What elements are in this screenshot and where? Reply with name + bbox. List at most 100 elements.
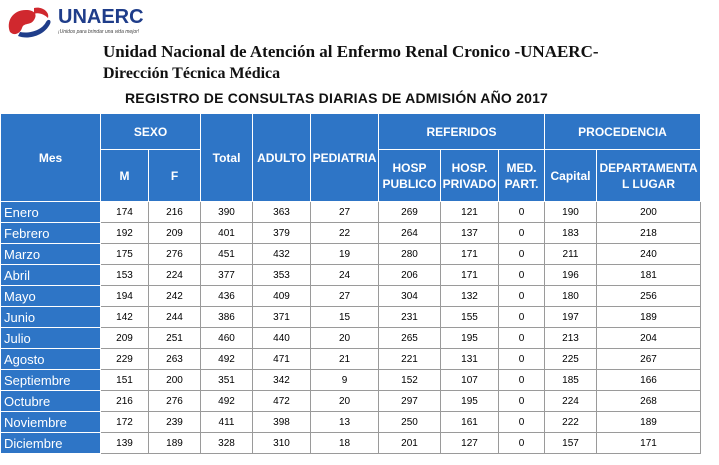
cell-pediatria: 24 — [310, 264, 380, 286]
cell-med-part: 0 — [498, 432, 546, 454]
header-f: F — [147, 149, 202, 202]
cell-m: 229 — [100, 348, 149, 370]
table-row: Febrero 192 209 401 379 22 264 137 0 183… — [0, 222, 702, 244]
cell-pediatria: 13 — [310, 411, 380, 433]
cell-f: 276 — [147, 390, 202, 412]
cell-hosp-publico: 264 — [378, 222, 442, 244]
cell-adulto: 371 — [252, 306, 312, 328]
cell-med-part: 0 — [498, 306, 546, 328]
cell-m: 216 — [100, 390, 149, 412]
cell-med-part: 0 — [498, 243, 546, 265]
cell-capital: 185 — [544, 369, 598, 391]
cell-capital: 225 — [544, 348, 598, 370]
cell-adulto: 379 — [252, 222, 312, 244]
cell-mes: Agosto — [0, 348, 101, 370]
table-row: Abril 153 224 377 353 24 206 171 0 196 1… — [0, 264, 702, 286]
cell-hosp-publico: 152 — [378, 369, 442, 391]
cell-f: 200 — [147, 369, 202, 391]
table-row: Agosto 229 263 492 471 21 221 131 0 225 … — [0, 348, 702, 370]
cell-total: 451 — [200, 243, 254, 265]
cell-departamental: 166 — [596, 369, 702, 391]
cell-departamental: 256 — [596, 285, 702, 307]
cell-adulto: 472 — [252, 390, 312, 412]
cell-mes: Marzo — [0, 243, 101, 265]
cell-adulto: 440 — [252, 327, 312, 349]
cell-capital: 197 — [544, 306, 598, 328]
cell-total: 390 — [200, 201, 254, 223]
table-row: Julio 209 251 460 440 20 265 195 0 213 2… — [0, 327, 702, 349]
cell-pediatria: 27 — [310, 201, 380, 223]
header-m: M — [100, 149, 149, 202]
cell-capital: 222 — [544, 411, 598, 433]
cell-hosp-publico: 297 — [378, 390, 442, 412]
cell-hosp-privado: 131 — [440, 348, 500, 370]
cell-mes: Julio — [0, 327, 101, 349]
cell-pediatria: 22 — [310, 222, 380, 244]
report-title: REGISTRO DE CONSULTAS DIARIAS DE ADMISIÓ… — [125, 90, 549, 106]
cell-hosp-publico: 269 — [378, 201, 442, 223]
cell-mes: Febrero — [0, 222, 101, 244]
cell-adulto: 409 — [252, 285, 312, 307]
cell-departamental: 204 — [596, 327, 702, 349]
cell-departamental: 240 — [596, 243, 702, 265]
cell-total: 328 — [200, 432, 254, 454]
cell-f: 251 — [147, 327, 202, 349]
cell-departamental: 267 — [596, 348, 702, 370]
cell-mes: Octubre — [0, 390, 101, 412]
cell-m: 192 — [100, 222, 149, 244]
cell-med-part: 0 — [498, 201, 546, 223]
cell-adulto: 471 — [252, 348, 312, 370]
cell-departamental: 171 — [596, 432, 702, 454]
cell-departamental: 189 — [596, 411, 702, 433]
cell-pediatria: 18 — [310, 432, 380, 454]
cell-m: 151 — [100, 369, 149, 391]
cell-departamental: 218 — [596, 222, 702, 244]
cell-hosp-publico: 231 — [378, 306, 442, 328]
header-referidos: REFERIDOS — [378, 113, 546, 150]
cell-m: 175 — [100, 243, 149, 265]
header-sexo: SEXO — [99, 113, 202, 150]
cell-adulto: 432 — [252, 243, 312, 265]
cell-capital: 213 — [544, 327, 598, 349]
table-row: Diciembre 139 189 328 310 18 201 127 0 1… — [0, 432, 702, 454]
cell-f: 216 — [147, 201, 202, 223]
cell-total: 386 — [200, 306, 254, 328]
cell-mes: Enero — [0, 201, 101, 223]
logo-wordmark: UNAERC — [58, 6, 144, 28]
kidney-hands-icon — [8, 7, 51, 38]
table-row: Junio 142 244 386 371 15 231 155 0 197 1… — [0, 306, 702, 328]
cell-f: 224 — [147, 264, 202, 286]
table-row: Marzo 175 276 451 432 19 280 171 0 211 2… — [0, 243, 702, 265]
cell-m: 153 — [100, 264, 149, 286]
header-procedencia: PROCEDENCIA — [544, 113, 702, 150]
cell-f: 209 — [147, 222, 202, 244]
cell-m: 172 — [100, 411, 149, 433]
cell-med-part: 0 — [498, 327, 546, 349]
cell-adulto: 342 — [252, 369, 312, 391]
cell-hosp-publico: 265 — [378, 327, 442, 349]
cell-mes: Diciembre — [0, 432, 101, 454]
cell-mes: Abril — [0, 264, 101, 286]
table-row: Noviembre 172 239 411 398 13 250 161 0 2… — [0, 411, 702, 433]
header-total: Total — [200, 113, 254, 202]
cell-med-part: 0 — [498, 369, 546, 391]
cell-hosp-publico: 304 — [378, 285, 442, 307]
cell-med-part: 0 — [498, 411, 546, 433]
cell-hosp-privado: 121 — [440, 201, 500, 223]
cell-hosp-privado: 155 — [440, 306, 500, 328]
consultas-table: Mes SEXO Total ADULTO PEDIATRIA REFERIDO… — [0, 113, 702, 454]
cell-departamental: 189 — [596, 306, 702, 328]
cell-total: 492 — [200, 348, 254, 370]
cell-hosp-privado: 161 — [440, 411, 500, 433]
page-subtitle: Dirección Técnica Médica — [103, 65, 281, 82]
cell-hosp-publico: 206 — [378, 264, 442, 286]
cell-m: 139 — [100, 432, 149, 454]
header-capital: Capital — [544, 149, 598, 202]
cell-mes: Junio — [0, 306, 101, 328]
header-hosp-publico: HOSP PUBLICO — [378, 149, 442, 202]
cell-m: 142 — [100, 306, 149, 328]
cell-pediatria: 27 — [310, 285, 380, 307]
cell-capital: 211 — [544, 243, 598, 265]
cell-hosp-privado: 195 — [440, 327, 500, 349]
cell-f: 189 — [147, 432, 202, 454]
